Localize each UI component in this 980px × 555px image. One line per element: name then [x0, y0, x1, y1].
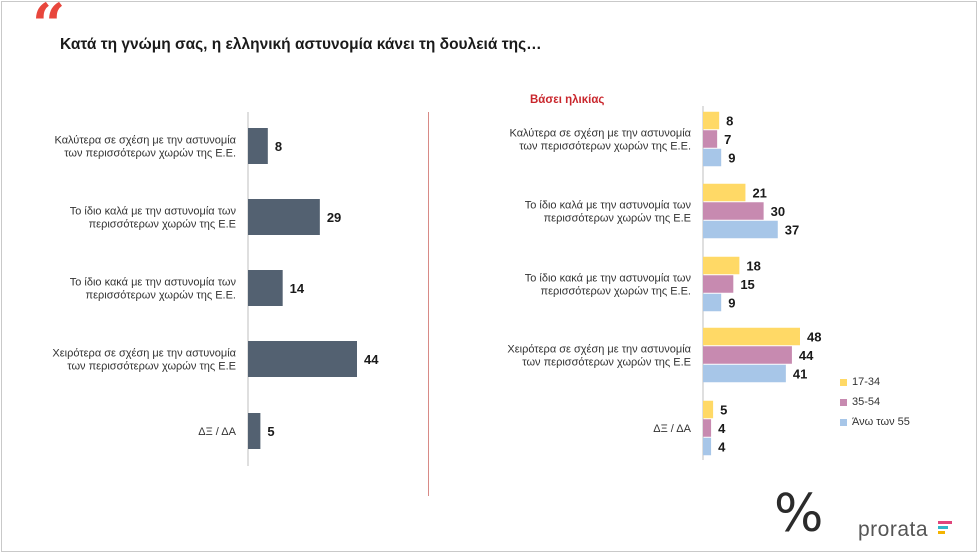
data-label: 4	[718, 421, 726, 436]
legend-label: 35-54	[852, 396, 881, 408]
bar	[703, 275, 734, 293]
logo-bar	[938, 531, 945, 534]
category-label: ΔΞ / ΔΑ	[653, 423, 691, 435]
legend-swatch	[840, 378, 847, 386]
data-label: 8	[275, 139, 282, 154]
data-label: 14	[290, 281, 305, 296]
legend-swatch	[840, 398, 847, 406]
data-label: 4	[718, 440, 726, 455]
legend-label: Άνω των 55	[852, 416, 910, 428]
bar	[248, 128, 268, 164]
brand-logo-text: prorata	[858, 518, 929, 541]
category-label: περισσότερων χωρών της Ε.Ε	[544, 213, 691, 225]
data-label: 44	[364, 352, 379, 367]
category-label: Το ίδιο καλά με την αστυνομία των	[525, 200, 692, 212]
category-label: των περισσότερων χωρών της Ε.Ε.	[519, 141, 691, 153]
chart-legend: 17-34 35-54 Άνω των 55	[840, 372, 910, 432]
category-label: περισσότερων χωρών της Ε.Ε	[89, 219, 236, 231]
data-label: 5	[720, 403, 727, 418]
category-label: Χειρότερα σε σχέση με την αστυνομία	[507, 344, 691, 356]
data-label: 37	[785, 223, 799, 238]
legend-label: 17-34	[852, 376, 881, 388]
bar	[703, 293, 722, 312]
bar	[703, 327, 800, 346]
data-label: 21	[752, 186, 766, 201]
data-label: 48	[807, 330, 821, 345]
bar	[248, 341, 357, 377]
bar	[703, 183, 746, 202]
legend-item: 17-34	[840, 372, 910, 392]
chart-subtitle: Βάσει ηλικίας	[530, 94, 605, 106]
category-label: των περισσότερων χωρών της Ε.Ε.	[64, 148, 236, 160]
bar	[703, 202, 764, 220]
category-label: Το ίδιο κακά με την αστυνομία των	[525, 273, 692, 285]
page-title: Κατά τη γνώμη σας, η ελληνική αστυνομία …	[60, 36, 542, 53]
data-label: 7	[724, 132, 731, 147]
legend-item: Άνω των 55	[840, 412, 910, 432]
bar	[703, 220, 778, 239]
percent-logo-icon: %	[774, 484, 824, 544]
quote-mark-icon: “	[32, 0, 66, 59]
category-label: Καλύτερα σε σχέση με την αστυνομία	[55, 135, 237, 147]
legend-swatch	[840, 418, 847, 426]
bar	[703, 437, 712, 456]
bar	[703, 346, 792, 364]
bar	[703, 256, 740, 275]
bar	[703, 111, 720, 130]
category-label: Χειρότερα σε σχέση με την αστυνομία	[52, 348, 236, 360]
category-label: των περισσότερων χωρών της Ε.Ε	[522, 357, 691, 369]
chart-divider	[428, 112, 429, 496]
logo-bar	[938, 521, 952, 524]
logo-bar	[938, 526, 948, 529]
bar	[248, 413, 261, 449]
bar	[248, 270, 283, 306]
data-label: 18	[746, 259, 760, 274]
category-label: των περισσότερων χωρών της Ε.Ε	[67, 361, 236, 373]
category-label: Το ίδιο κακά με την αστυνομία των	[70, 277, 237, 289]
data-label: 9	[728, 151, 735, 166]
data-label: 29	[327, 210, 341, 225]
data-label: 30	[771, 204, 785, 219]
bar	[703, 148, 722, 167]
bar	[248, 199, 320, 235]
data-label: 41	[793, 367, 807, 382]
data-label: 5	[267, 424, 274, 439]
legend-item: 35-54	[840, 392, 910, 412]
data-label: 8	[726, 114, 733, 129]
category-label: Καλύτερα σε σχέση με την αστυνομία	[510, 128, 692, 140]
bar	[703, 419, 712, 437]
bar	[703, 130, 718, 148]
data-label: 9	[728, 296, 735, 311]
bar	[703, 364, 786, 383]
data-label: 15	[740, 277, 754, 292]
category-label: περισσότερων χωρών της Ε.Ε.	[541, 286, 691, 298]
category-label: περισσότερων χωρών της Ε.Ε.	[86, 290, 236, 302]
brand-logo-bars-icon	[938, 521, 952, 536]
data-label: 44	[799, 348, 814, 363]
category-label: ΔΞ / ΔΑ	[198, 426, 236, 438]
category-label: Το ίδιο καλά με την αστυνομία των	[70, 206, 237, 218]
bar	[703, 400, 714, 419]
